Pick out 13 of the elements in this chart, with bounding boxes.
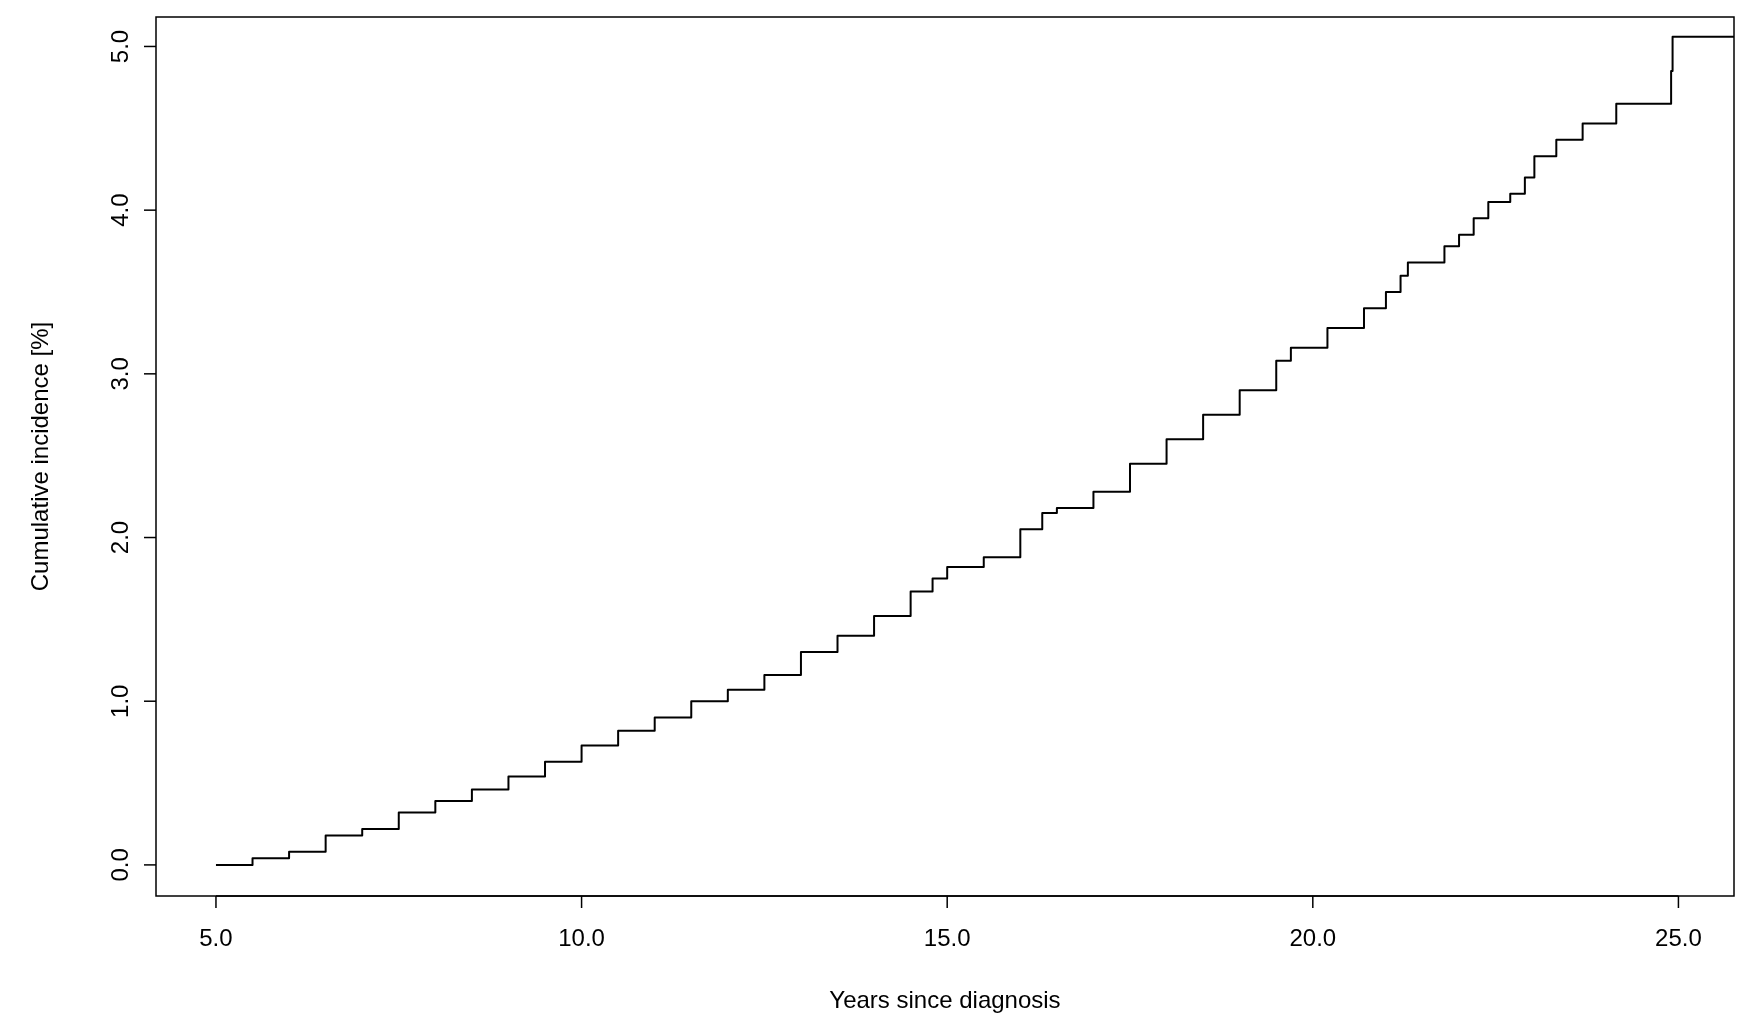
x-axis-title: Years since diagnosis [829, 986, 1061, 1013]
x-tick-label: 25.0 [1655, 924, 1702, 951]
y-tick-label: 3.0 [106, 357, 133, 391]
y-axis-title: Cumulative incidence [%] [26, 321, 53, 592]
x-tick-label: 5.0 [199, 924, 233, 951]
y-tick-label: 4.0 [106, 193, 133, 227]
x-tick-label: 15.0 [923, 924, 971, 951]
y-tick-label: 2.0 [106, 520, 133, 555]
x-tick-label: 10.0 [558, 924, 605, 951]
y-tick-label: 0.0 [106, 848, 133, 882]
y-tick-label: 5.0 [106, 29, 133, 64]
x-tick-label: 20.0 [1289, 924, 1337, 951]
y-tick-label: 1.0 [106, 684, 133, 718]
